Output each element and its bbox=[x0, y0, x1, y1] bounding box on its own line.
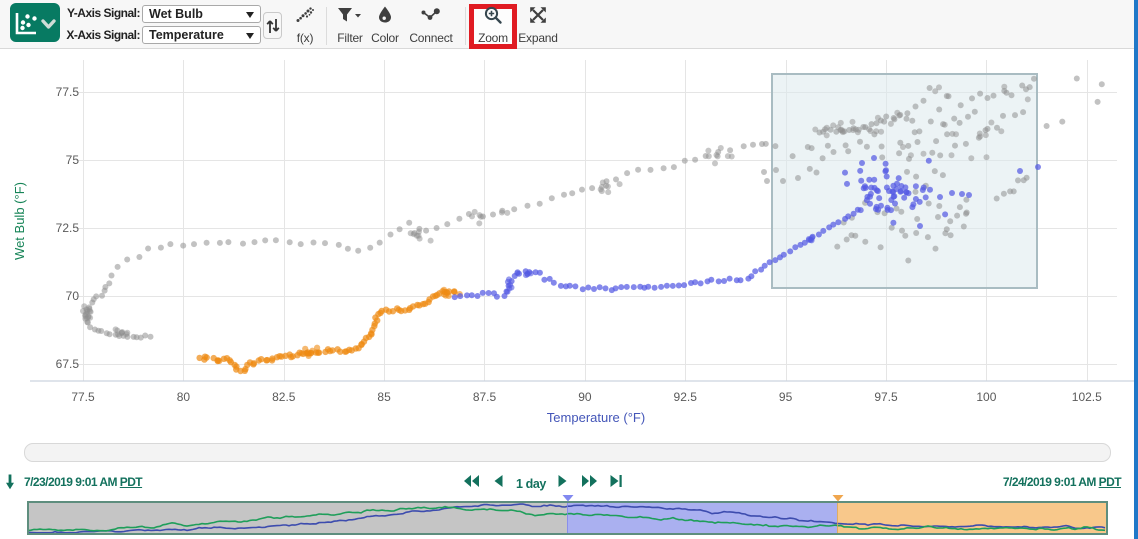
svg-text:85: 85 bbox=[377, 390, 391, 404]
svg-text:87.5: 87.5 bbox=[473, 390, 497, 404]
svg-text:77.5: 77.5 bbox=[56, 85, 80, 99]
svg-text:Temperature (°F): Temperature (°F) bbox=[547, 410, 645, 425]
svg-text:82.5: 82.5 bbox=[272, 390, 296, 404]
svg-text:100: 100 bbox=[976, 390, 996, 404]
svg-text:95: 95 bbox=[779, 390, 793, 404]
svg-text:72.5: 72.5 bbox=[56, 221, 80, 235]
svg-text:77.5: 77.5 bbox=[71, 390, 95, 404]
svg-text:67.5: 67.5 bbox=[56, 357, 80, 371]
svg-text:80: 80 bbox=[177, 390, 191, 404]
svg-text:Wet Bulb (°F): Wet Bulb (°F) bbox=[12, 182, 27, 260]
svg-text:75: 75 bbox=[66, 153, 80, 167]
svg-text:90: 90 bbox=[578, 390, 592, 404]
svg-text:102.5: 102.5 bbox=[1072, 390, 1102, 404]
svg-text:70: 70 bbox=[66, 289, 80, 303]
svg-text:97.5: 97.5 bbox=[874, 390, 898, 404]
svg-text:92.5: 92.5 bbox=[674, 390, 698, 404]
